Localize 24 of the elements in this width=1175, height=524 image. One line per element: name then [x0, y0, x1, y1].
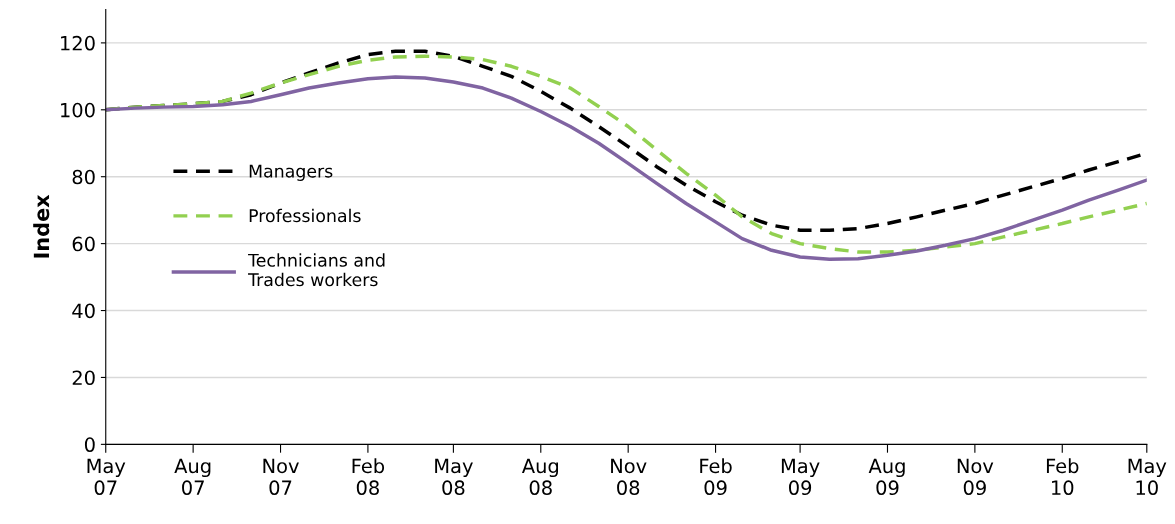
- x-tick-label: Aug 08: [521, 458, 558, 496]
- legend-label: Professionals: [249, 208, 361, 223]
- legend-label: Managers: [249, 164, 333, 181]
- x-tick-label: Feb 10: [1046, 458, 1079, 496]
- y-tick-label: 0: [84, 437, 95, 453]
- x-tick-label: May 09: [781, 458, 820, 496]
- x-tick-label: Feb 08: [352, 458, 385, 496]
- x-tick-label: Feb 09: [700, 458, 732, 496]
- x-tick-label: Nov 07: [263, 458, 299, 496]
- x-tick-label: Nov 09: [957, 458, 994, 496]
- y-tick-label: 100: [61, 102, 95, 118]
- y-tick-label: 60: [72, 236, 95, 252]
- y-tick-label: 40: [72, 303, 95, 319]
- x-tick-label: May 10: [1128, 458, 1167, 496]
- legend-label: Technicians and Trades workers: [248, 253, 385, 287]
- y-tick-label: 80: [72, 169, 95, 185]
- x-tick-label: Aug 07: [174, 458, 211, 496]
- x-tick-label: May 08: [435, 458, 473, 496]
- y-tick-label: 120: [61, 35, 95, 51]
- y-axis-title: Index: [33, 194, 50, 258]
- x-tick-label: Aug 09: [868, 458, 905, 496]
- x-tick-label: Nov 08: [611, 458, 647, 496]
- x-tick-label: May 07: [87, 458, 126, 496]
- y-tick-label: 20: [72, 370, 95, 386]
